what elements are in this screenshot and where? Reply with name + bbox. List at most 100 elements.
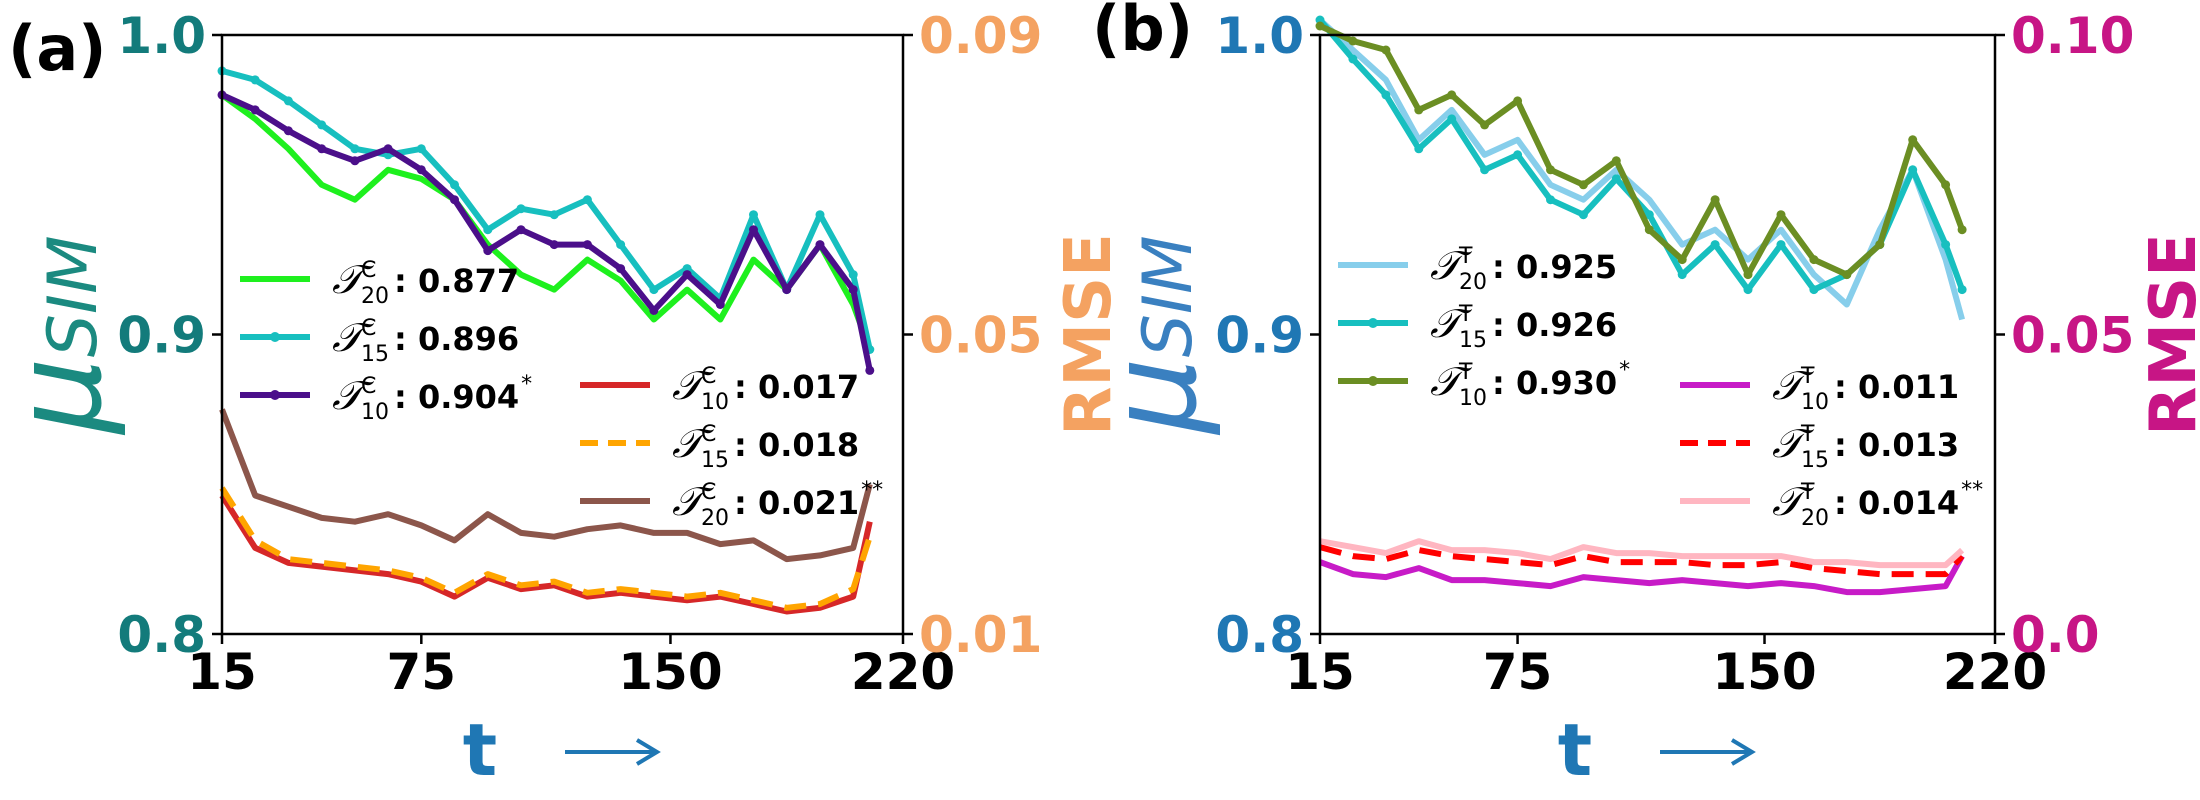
data-point-2-14: [682, 270, 692, 280]
x-tick-label: 150: [1712, 643, 1816, 701]
y-tick-label: 1.0: [117, 7, 206, 65]
legend-superscript: T: [1458, 302, 1473, 327]
legend-subscript: 10: [361, 400, 389, 425]
data-point-2-2: [283, 126, 293, 136]
data-point-1-18: [815, 210, 825, 220]
data-point-2-7: [450, 195, 459, 205]
y-tick-label: 0.8: [117, 606, 206, 664]
y2-tick-label: 0.05: [919, 307, 1042, 365]
data-point-2-10: [1644, 225, 1654, 235]
data-point-2-7: [1546, 165, 1555, 175]
legend-superscript: T: [1458, 360, 1473, 385]
data-point-2-6: [416, 165, 426, 175]
series-line-0: [220, 92, 873, 351]
panel-label: (b): [1092, 0, 1193, 65]
data-point-2-13: [649, 306, 659, 315]
legend-value: : 0.925: [1492, 248, 1617, 286]
data-point-2-20: [1957, 225, 1967, 235]
data-point-1-10: [549, 210, 559, 220]
series-line-2: [220, 92, 873, 372]
data-point-2-2: [1381, 45, 1391, 55]
legend-subscript: 15: [1801, 448, 1829, 473]
legend-superscript: T: [1458, 244, 1473, 269]
data-point-2-17: [782, 285, 792, 295]
legend-superscript: C: [361, 316, 376, 341]
legend-value: : 0.017: [734, 368, 859, 406]
legend-significance: *: [1619, 358, 1630, 383]
y-axis-label: μSIM: [0, 235, 129, 435]
y-tick-label: 0.9: [1215, 307, 1304, 365]
legend-marker: [270, 390, 280, 400]
y2-tick-label: 0.0: [2011, 606, 2100, 664]
legend-superscript: C: [361, 374, 376, 399]
legend-significance: **: [861, 478, 883, 503]
data-point-2-9: [1611, 156, 1621, 166]
legend-subscript: 20: [361, 284, 389, 309]
legend-subscript: 20: [1459, 270, 1487, 295]
data-point-2-11: [1677, 255, 1687, 265]
series-line-1: [1317, 18, 1965, 293]
legend-subscript: 15: [361, 342, 389, 367]
data-point-1-7: [1546, 195, 1555, 205]
data-point-1-9: [1611, 174, 1621, 184]
data-point-2-20: [865, 365, 875, 375]
data-point-1-1: [1348, 54, 1358, 64]
legend-superscript: T: [1800, 364, 1815, 389]
data-point-2-10: [549, 240, 559, 250]
legend-marker: [1368, 376, 1378, 386]
y-tick-label: 0.8: [1215, 606, 1304, 664]
x-tick-label: 75: [387, 643, 457, 701]
data-point-2-14: [1776, 210, 1786, 220]
legend-significance: **: [1961, 478, 1983, 503]
x-axis-label: t: [463, 708, 497, 792]
data-point-1-11: [582, 195, 592, 205]
legend-superscript: C: [701, 364, 716, 389]
series-line-4: [1319, 544, 1965, 578]
legend-value: : 0.011: [1834, 368, 1959, 406]
data-point-1-20: [1957, 285, 1967, 295]
legend-superscript: C: [701, 480, 716, 505]
y2-axis-label: RMSE: [1052, 233, 1126, 436]
legend-value: : 0.930: [1492, 364, 1617, 402]
x-arrow-icon: [635, 738, 661, 766]
data-point-2-5: [383, 144, 393, 154]
x-tick-label: 15: [187, 643, 257, 701]
data-point-2-8: [483, 246, 493, 256]
data-point-2-18: [1908, 135, 1918, 145]
y-tick-label: 1.0: [1215, 7, 1304, 65]
data-point-1-1: [250, 75, 260, 85]
data-point-1-2: [283, 96, 293, 106]
y2-tick-label: 0.10: [2011, 7, 2134, 65]
legend-value: : 0.904: [394, 378, 519, 416]
y2-axis-label: RMSE: [2137, 233, 2200, 436]
data-point-1-4: [350, 144, 360, 154]
legend-marker: [270, 332, 280, 342]
legend-marker: [1368, 318, 1378, 328]
legend-superscript: T: [1800, 480, 1815, 505]
data-point-1-8: [483, 225, 493, 235]
legend-value: : 0.013: [1834, 426, 1959, 464]
data-point-1-7: [450, 180, 459, 190]
series-line-4: [219, 486, 873, 611]
data-point-2-18: [815, 240, 825, 250]
data-point-1-3: [317, 120, 327, 130]
series-line-0: [1317, 17, 1965, 321]
legend-superscript: T: [1800, 422, 1815, 447]
data-point-2-19: [1941, 180, 1951, 190]
data-point-2-9: [516, 225, 526, 235]
data-point-1-16: [749, 210, 758, 220]
data-point-2-16: [1842, 270, 1852, 280]
series-line-1: [221, 68, 873, 351]
legend-subscript: 10: [701, 390, 729, 415]
data-point-2-1: [1348, 36, 1358, 46]
series-line-5: [219, 408, 873, 563]
chart-panel-a: (a) 15 75 150 220 0.8 0.9 1.0 0.01 0.05 0.09 μSIM RM…: [0, 7, 1126, 792]
legend-value: : 0.896: [394, 320, 519, 358]
data-point-1-4: [1447, 114, 1457, 124]
data-point-2-12: [1710, 195, 1720, 205]
legend-superscript: C: [361, 258, 376, 283]
y-tick-label: 0.9: [117, 307, 206, 365]
panel-label: (a): [8, 12, 107, 85]
x-tick-label: 15: [1285, 643, 1355, 701]
